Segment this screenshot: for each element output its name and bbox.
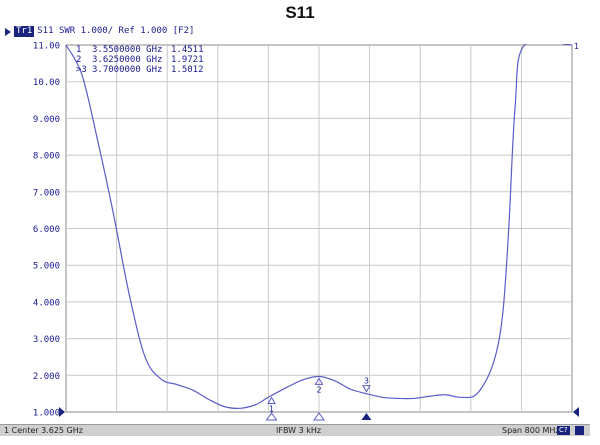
- ref-level-arrow-left: [59, 407, 65, 417]
- marker-2-readout-freq: 3.6250000 GHz: [92, 55, 162, 65]
- y-tick-label: 2.000: [33, 372, 60, 382]
- y-tick-label: 5.000: [33, 262, 60, 272]
- y-tick-label: 10.00: [33, 78, 60, 88]
- status-corner-indicator: [575, 426, 584, 435]
- marker-1-readout-value: 1.4511: [171, 45, 204, 55]
- channel-badge[interactable]: C?: [557, 426, 570, 435]
- trace-end-label: 1: [574, 42, 579, 51]
- y-tick-label: 1.000: [33, 409, 60, 419]
- y-tick-label: 8.000: [33, 152, 60, 162]
- marker-3-readout-label: >3: [76, 65, 87, 75]
- status-ifbw[interactable]: IFBW 3 kHz: [276, 425, 321, 436]
- marker-1-readout-label: 1: [76, 45, 81, 55]
- status-bar: 1 Center 3.625 GHz IFBW 3 kHz Span 800 M…: [0, 424, 590, 436]
- marker-3-readout-value: 1.5012: [171, 65, 204, 75]
- status-span[interactable]: Span 800 MHz: [502, 425, 560, 436]
- ref-level-arrow-right: [573, 407, 579, 417]
- marker-2-readout-label: 2: [76, 55, 81, 65]
- y-tick-label: 7.000: [33, 188, 60, 198]
- marker-2-axis-indicator: [314, 413, 324, 420]
- marker-3-axis-indicator: [361, 413, 371, 420]
- marker-3-readout-freq: 3.7000000 GHz: [92, 65, 162, 75]
- marker-1-axis-indicator: [267, 413, 277, 420]
- status-center-frequency[interactable]: 1 Center 3.625 GHz: [4, 425, 83, 436]
- marker-1-readout-freq: 3.5500000 GHz: [92, 45, 162, 55]
- y-tick-label: 11.00: [33, 42, 60, 52]
- y-tick-label: 9.000: [33, 115, 60, 125]
- marker-2-label: 2: [316, 385, 321, 394]
- y-tick-label: 4.000: [33, 298, 60, 308]
- marker-1-label: 1: [269, 404, 274, 413]
- y-tick-label: 3.000: [33, 335, 60, 345]
- marker-3-label: 3: [364, 377, 369, 386]
- y-tick-label: 6.000: [33, 225, 60, 235]
- marker-2-readout-value: 1.9721: [171, 55, 204, 65]
